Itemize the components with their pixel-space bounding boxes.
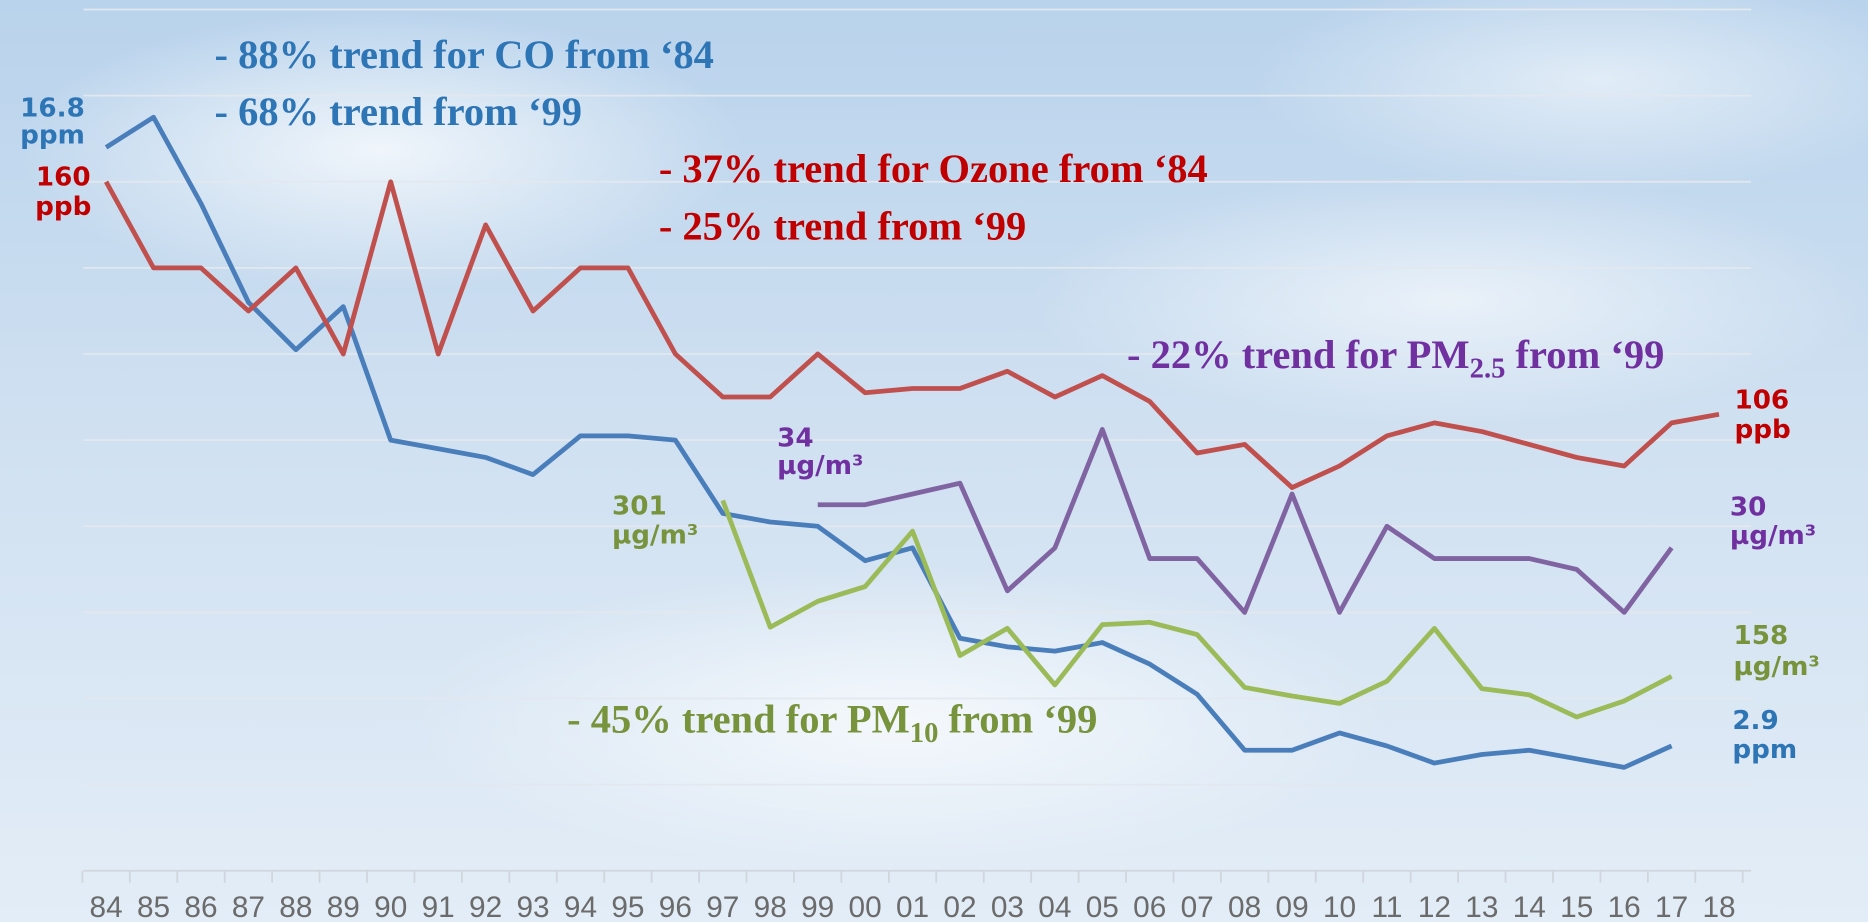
x-tick-label: 87 (232, 891, 265, 922)
annotation-part: - 25% trend from ‘99 (659, 203, 1026, 248)
x-tick-label: 18 (1702, 891, 1735, 922)
annotation: - 88% trend for CO from ‘84 (215, 32, 714, 77)
x-tick-label: 02 (943, 891, 976, 922)
x-tick-label: 16 (1608, 891, 1641, 922)
x-tick-label: 94 (564, 891, 597, 922)
x-tick-label: 93 (516, 891, 549, 922)
x-tick-label: 08 (1228, 891, 1261, 922)
x-tick-label: 09 (1276, 891, 1309, 922)
annotation: - 37% trend for Ozone from ‘84 (659, 146, 1208, 191)
x-tick-label: 13 (1465, 891, 1498, 922)
x-tick-label: 14 (1513, 891, 1546, 922)
x-tick-label: 05 (1086, 891, 1119, 922)
x-tick-label: 91 (422, 891, 455, 922)
x-tick-label: 00 (849, 891, 882, 922)
page: {"chart_data": { "type": "line", "catego… (0, 0, 1868, 922)
x-tick-label: 03 (991, 891, 1024, 922)
annotation-part: from ‘99 (938, 697, 1097, 742)
x-tick-label: 84 (90, 891, 123, 922)
x-tick-label: 88 (279, 891, 312, 922)
x-tick-label: 95 (611, 891, 644, 922)
chart: 84 85 86 87 88 89 90 91 92 93 94 95 96 97 98 99 00 01 02 03… (0, 0, 1868, 922)
x-tick-label: 85 (137, 891, 170, 922)
x-tick-label: 15 (1560, 891, 1593, 922)
annotation: - 45% trend for PM10 from ‘99 (567, 697, 1097, 750)
annotation: - 25% trend from ‘99 (659, 203, 1026, 248)
annotation-part: from ‘99 (1505, 332, 1664, 377)
x-tick-label: 06 (1133, 891, 1166, 922)
annotation-part: - 68% trend from ‘99 (215, 89, 582, 134)
x-tick-label: 90 (374, 891, 407, 922)
x-tick-label: 17 (1655, 891, 1688, 922)
annotation-part: - 22% trend for PM (1127, 332, 1470, 377)
annotation-part: - 45% trend for PM (567, 697, 910, 742)
line-2 (818, 429, 1672, 612)
x-tick-label: 97 (706, 891, 739, 922)
x-tick-label: 10 (1323, 891, 1356, 922)
x-tick-label: 12 (1418, 891, 1451, 922)
x-tick-label: 86 (184, 891, 217, 922)
x-tick-label: 99 (801, 891, 834, 922)
x-tick-label: 01 (896, 891, 929, 922)
x-tick-label: 92 (469, 891, 502, 922)
x-tick-label: 04 (1038, 891, 1071, 922)
annotation: - 22% trend for PM2.5 from ‘99 (1127, 332, 1664, 385)
annotation-part: - 88% trend for CO from ‘84 (215, 32, 714, 77)
annotation-part: 2.5 (1470, 354, 1506, 385)
x-tick-label: 07 (1181, 891, 1214, 922)
x-tick-label: 89 (327, 891, 360, 922)
x-tick-label: 96 (659, 891, 692, 922)
x-tick-label: 11 (1371, 891, 1402, 922)
line-3 (723, 500, 1672, 717)
x-tick-label: 98 (754, 891, 787, 922)
annotation: - 68% trend from ‘99 (215, 89, 582, 134)
annotation-part: - 37% trend for Ozone from ‘84 (659, 146, 1208, 191)
annotation-part: 10 (910, 718, 939, 749)
